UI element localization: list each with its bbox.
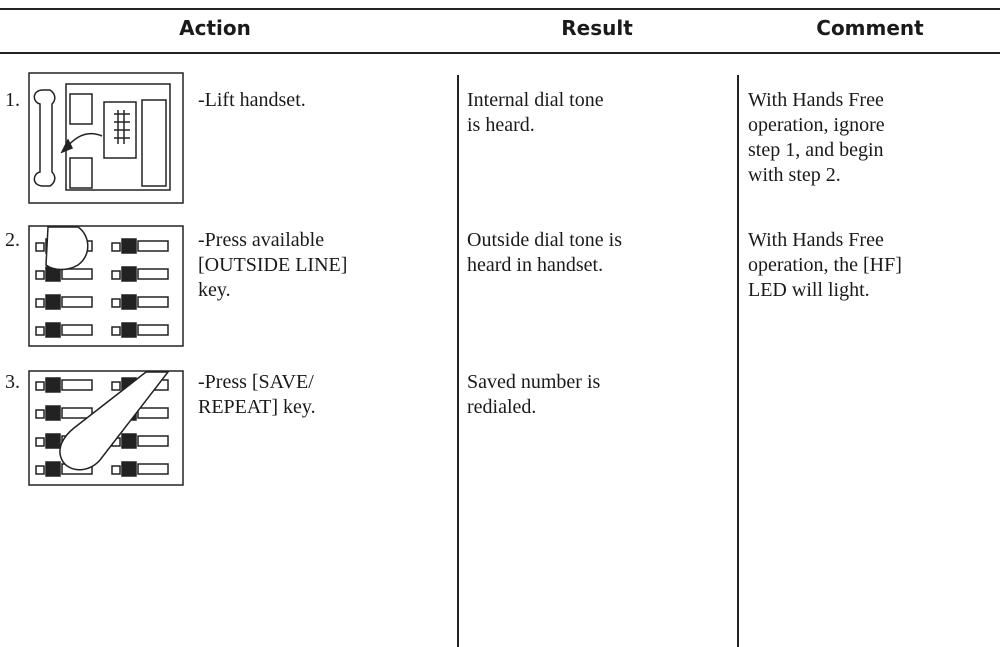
comment-line: step 1, and begin xyxy=(748,139,884,161)
action-line: -Press [SAVE/ xyxy=(198,371,314,393)
comment-line: operation, the [HF] xyxy=(748,254,902,276)
action-line: REPEAT] key. xyxy=(198,396,316,418)
result-line: heard in handset. xyxy=(467,254,604,276)
result-cell: Outside dial tone is heard in handset. xyxy=(467,228,622,278)
action-line: key. xyxy=(198,279,231,301)
column-divider xyxy=(457,75,459,647)
top-rule xyxy=(0,8,1000,10)
header-rule xyxy=(0,52,1000,54)
action-line: -Lift handset. xyxy=(198,89,306,111)
comment-line: With Hands Free xyxy=(748,89,884,111)
comment-cell: With Hands Free operation, ignore step 1, … xyxy=(748,88,885,188)
action-line: [OUTSIDE LINE] xyxy=(198,254,348,276)
action-line: -Press available xyxy=(198,229,325,251)
comment-line: LED will light. xyxy=(748,279,870,301)
result-line: Internal dial tone xyxy=(467,89,604,111)
step-number: 1. xyxy=(5,89,20,111)
result-cell: Internal dial tone is heard. xyxy=(467,88,604,138)
comment-cell: With Hands Free operation, the [HF] LED wi… xyxy=(748,228,902,303)
column-header: Comment xyxy=(816,16,924,40)
action-cell: -Press available [OUTSIDE LINE] key. xyxy=(198,228,347,303)
result-line: Saved number is xyxy=(467,371,601,393)
step-number: 3. xyxy=(5,371,20,393)
comment-line: operation, ignore xyxy=(748,114,885,136)
column-header: Action xyxy=(179,16,251,40)
keypad-icon xyxy=(28,370,184,486)
comment-line: With Hands Free xyxy=(748,229,884,251)
result-line: Outside dial tone is xyxy=(467,229,622,251)
result-cell: Saved number is redialed. xyxy=(467,370,600,420)
keypad-icon xyxy=(28,225,184,347)
result-line: redialed. xyxy=(467,396,537,418)
action-cell: -Lift handset. xyxy=(198,88,306,113)
column-header: Result xyxy=(561,16,633,40)
action-cell: -Press [SAVE/REPEAT] key. xyxy=(198,370,316,420)
handset-icon xyxy=(28,72,184,204)
comment-line: with step 2. xyxy=(748,164,841,186)
step-number: 2. xyxy=(5,229,20,251)
result-line: is heard. xyxy=(467,114,535,136)
column-divider xyxy=(737,75,739,647)
